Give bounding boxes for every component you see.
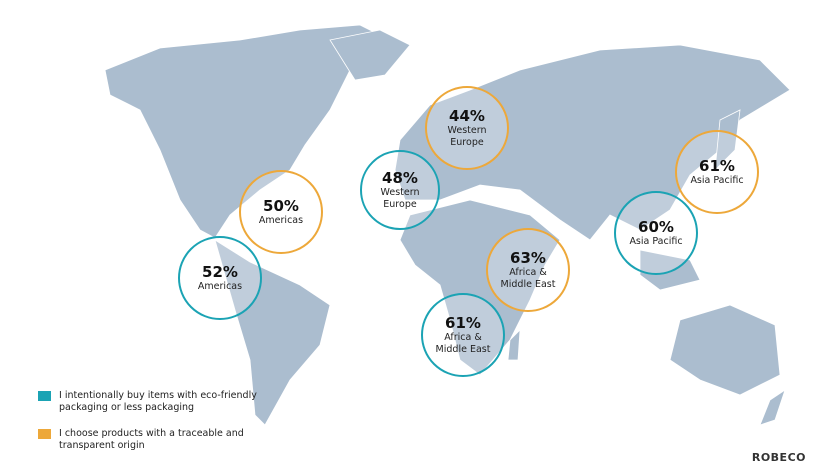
legend-item: I choose products with a traceable and t…	[38, 428, 278, 452]
region-label: Africa & Middle East	[435, 331, 491, 355]
region-bubble: 63% Africa & Middle East	[486, 228, 570, 312]
value-label: 52%	[202, 262, 238, 281]
region-label: Western Europe	[380, 186, 420, 210]
region-bubble: 61% Asia Pacific	[675, 130, 759, 214]
legend-label: I intentionally buy items with eco-frien…	[59, 390, 257, 413]
legend-swatch	[38, 391, 51, 401]
region-bubble: 61% Africa & Middle East	[421, 293, 505, 377]
legend-swatch	[38, 429, 51, 439]
value-label: 63%	[510, 248, 546, 267]
region-label: Western Europe	[447, 124, 487, 148]
value-label: 48%	[382, 168, 418, 187]
value-label: 60%	[638, 217, 674, 236]
value-label: 50%	[263, 196, 299, 215]
value-label: 44%	[449, 106, 485, 125]
logo: ROBECO	[751, 451, 806, 464]
value-label: 61%	[445, 313, 481, 332]
region-bubble: 60% Asia Pacific	[614, 191, 698, 275]
region-label: Americas	[197, 280, 243, 292]
region-label: Africa & Middle East	[500, 266, 556, 290]
region-bubble: 44% Western Europe	[425, 86, 509, 170]
legend-item: I intentionally buy items with eco-frien…	[38, 390, 278, 414]
value-label: 61%	[699, 156, 735, 175]
legend-label: I choose products with a traceable and t…	[59, 428, 244, 451]
region-label: Americas	[258, 214, 304, 226]
region-bubble: 52% Americas	[178, 236, 262, 320]
region-label: Asia Pacific	[629, 235, 683, 247]
region-bubble: 48% Western Europe	[360, 150, 440, 230]
region-bubble: 50% Americas	[239, 170, 323, 254]
region-label: Asia Pacific	[690, 174, 744, 186]
